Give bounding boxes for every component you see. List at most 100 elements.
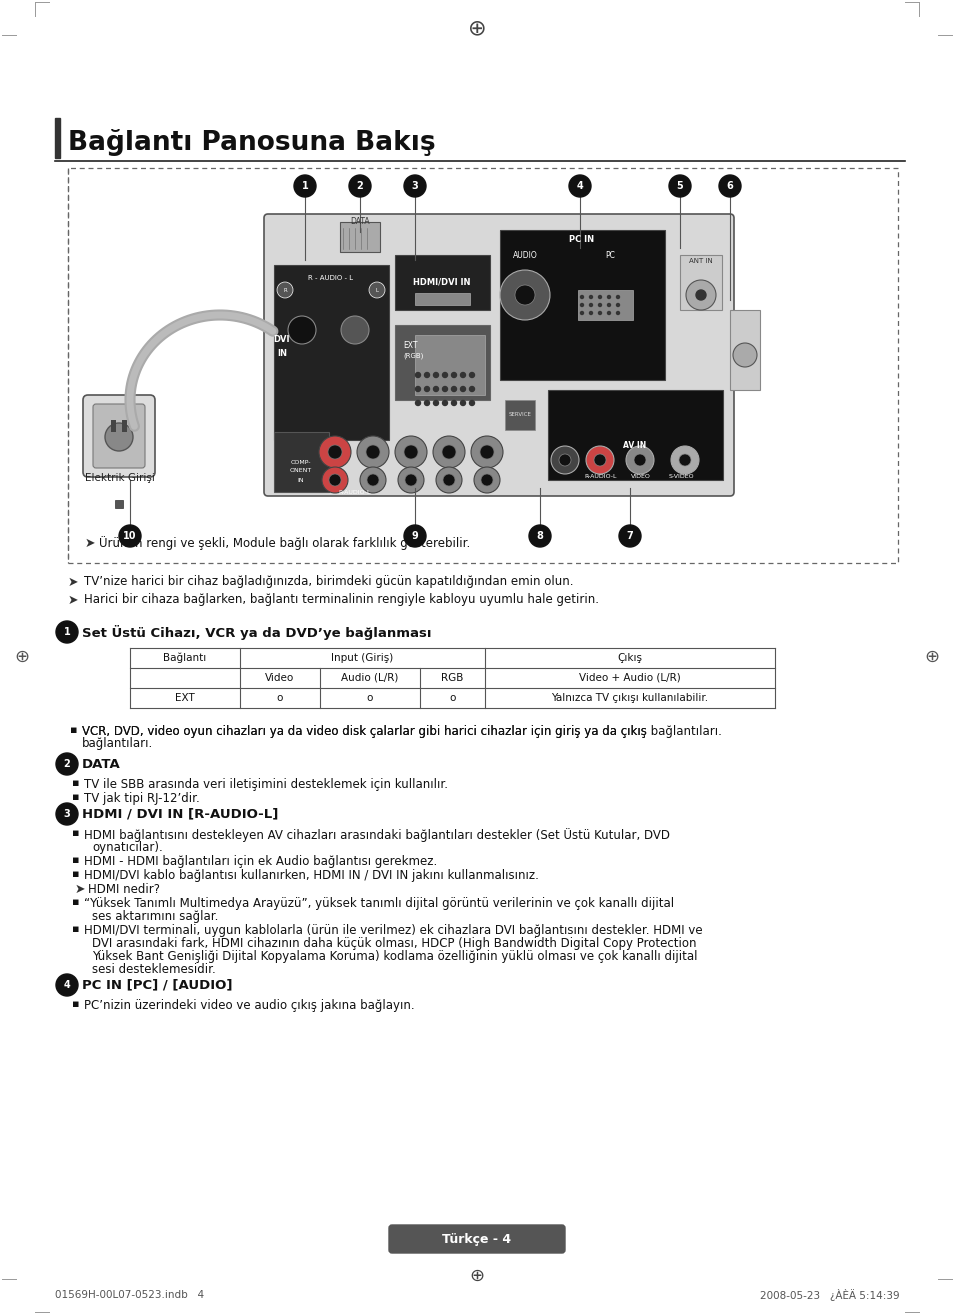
Text: Video: Video (265, 673, 294, 683)
Circle shape (616, 311, 618, 314)
Text: ➤: ➤ (75, 883, 86, 896)
Circle shape (551, 445, 578, 474)
Circle shape (558, 455, 571, 466)
Circle shape (288, 315, 315, 344)
Circle shape (328, 445, 341, 459)
Circle shape (460, 372, 465, 377)
Text: DVI arasındaki fark, HDMI cihazının daha küçük olması, HDCP (High Bandwidth Digi: DVI arasındaki fark, HDMI cihazının daha… (91, 937, 696, 950)
Circle shape (340, 315, 369, 344)
Text: R: R (283, 288, 287, 293)
Circle shape (416, 372, 420, 377)
Text: Yalnızca TV çıkışı kullanılabilir.: Yalnızca TV çıkışı kullanılabilir. (551, 692, 708, 703)
Text: PC IN [PC] / [AUDIO]: PC IN [PC] / [AUDIO] (82, 979, 233, 992)
Circle shape (732, 343, 757, 367)
Text: o: o (366, 692, 373, 703)
Text: ➤: ➤ (68, 576, 78, 589)
Circle shape (119, 526, 141, 547)
Circle shape (56, 803, 78, 825)
Circle shape (276, 283, 293, 298)
Text: o: o (449, 692, 456, 703)
Text: 5: 5 (676, 181, 682, 191)
Circle shape (318, 436, 351, 468)
Text: L: L (375, 288, 378, 293)
Text: VIDEO: VIDEO (630, 474, 650, 480)
Circle shape (479, 445, 494, 459)
Circle shape (322, 466, 348, 493)
Circle shape (416, 386, 420, 392)
Circle shape (616, 304, 618, 306)
Text: ONENT: ONENT (290, 469, 312, 473)
Circle shape (442, 474, 455, 486)
Text: ▪: ▪ (71, 792, 79, 802)
Circle shape (56, 622, 78, 643)
Circle shape (634, 455, 645, 466)
Text: AUDIO: AUDIO (512, 251, 537, 260)
Circle shape (625, 445, 654, 474)
Circle shape (668, 175, 690, 197)
Text: 3: 3 (64, 809, 71, 819)
Text: TV jak tipi RJ-12’dir.: TV jak tipi RJ-12’dir. (84, 792, 199, 805)
Circle shape (579, 311, 583, 314)
Text: IN: IN (276, 348, 287, 357)
Text: ▪: ▪ (71, 778, 79, 788)
Circle shape (469, 386, 474, 392)
Circle shape (685, 280, 716, 310)
Circle shape (670, 445, 699, 474)
Circle shape (585, 445, 614, 474)
Text: IN: IN (297, 477, 304, 482)
Circle shape (529, 526, 551, 547)
Circle shape (598, 311, 601, 314)
Text: HDMI nedir?: HDMI nedir? (88, 883, 160, 896)
Text: Çıkış: Çıkış (617, 653, 641, 664)
Text: DVI: DVI (274, 335, 290, 344)
Circle shape (598, 296, 601, 298)
Circle shape (403, 175, 426, 197)
Circle shape (366, 445, 379, 459)
Circle shape (568, 175, 590, 197)
Circle shape (416, 401, 420, 406)
Circle shape (471, 436, 502, 468)
Circle shape (474, 466, 499, 493)
Text: PC IN: PC IN (569, 235, 594, 244)
Text: “Yüksek Tanımlı Multimedya Arayüzü”, yüksek tanımlı dijital görüntü verilerinin : “Yüksek Tanımlı Multimedya Arayüzü”, yük… (84, 897, 674, 911)
Bar (395, 255, 490, 310)
Circle shape (56, 974, 78, 996)
Circle shape (359, 466, 386, 493)
Bar (415, 335, 484, 396)
Text: HDMI / DVI IN [R-AUDIO-L]: HDMI / DVI IN [R-AUDIO-L] (82, 808, 278, 820)
Circle shape (424, 372, 429, 377)
Circle shape (451, 386, 456, 392)
Circle shape (451, 372, 456, 377)
Circle shape (349, 175, 371, 197)
Text: oynatıcılar).: oynatıcılar). (91, 841, 163, 854)
Circle shape (356, 436, 389, 468)
Text: R-AUDIO-L: R-AUDIO-L (338, 490, 371, 494)
Text: ➤: ➤ (85, 536, 95, 549)
Text: 2008-05-23   ¿ÀÈÄ 5:14:39: 2008-05-23 ¿ÀÈÄ 5:14:39 (760, 1289, 899, 1301)
Circle shape (56, 753, 78, 775)
Circle shape (607, 304, 610, 306)
Text: Yüksek Bant Genişliği Dijital Kopyalama Koruma) kodlama özelliğinin yüklü olması: Yüksek Bant Genişliği Dijital Kopyalama … (91, 950, 697, 963)
Text: HDMI/DVI IN: HDMI/DVI IN (413, 277, 470, 286)
Text: EXT: EXT (175, 692, 194, 703)
Circle shape (403, 526, 426, 547)
Text: ⊕: ⊕ (14, 648, 30, 666)
FancyBboxPatch shape (83, 396, 154, 477)
Text: 01569H-00L07-0523.indb   4: 01569H-00L07-0523.indb 4 (55, 1290, 204, 1300)
Text: Bağlantı Panosuna Bakış: Bağlantı Panosuna Bakış (68, 130, 436, 156)
Text: Türkçe - 4: Türkçe - 4 (442, 1233, 511, 1246)
Bar (274, 265, 389, 440)
Text: 1: 1 (301, 181, 308, 191)
Circle shape (433, 401, 438, 406)
Circle shape (469, 401, 474, 406)
Text: Ürünün rengi ve şekli, Module bağlı olarak farklılık gösterebilir.: Ürünün rengi ve şekli, Module bağlı olar… (99, 536, 470, 551)
Circle shape (442, 401, 447, 406)
Text: 4: 4 (64, 980, 71, 989)
Bar (115, 501, 123, 509)
Circle shape (460, 401, 465, 406)
Text: 1: 1 (64, 627, 71, 637)
Text: 7: 7 (626, 531, 633, 541)
Circle shape (598, 304, 601, 306)
Text: 9: 9 (411, 531, 418, 541)
Text: COMP-: COMP- (291, 460, 311, 465)
